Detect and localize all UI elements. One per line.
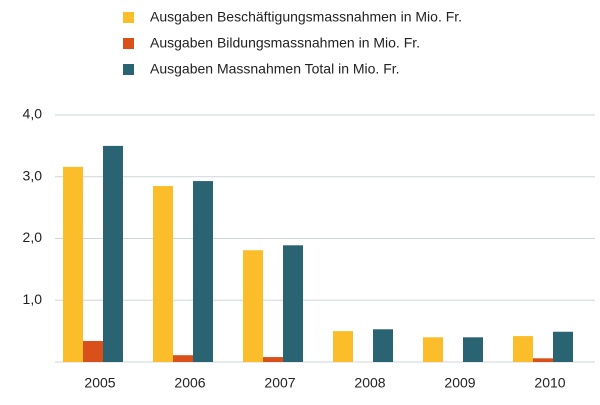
bar xyxy=(423,337,443,362)
bar xyxy=(193,181,213,362)
bar xyxy=(83,341,103,362)
bar xyxy=(243,250,263,362)
y-tick-label: 1,0 xyxy=(23,291,43,307)
bar xyxy=(513,336,533,362)
x-tick-label: 2006 xyxy=(174,375,205,391)
bar xyxy=(103,145,123,362)
bar xyxy=(533,358,553,362)
y-tick-label: 3,0 xyxy=(23,167,43,183)
legend-swatch xyxy=(123,64,134,75)
bar xyxy=(333,331,353,362)
bar xyxy=(463,337,483,362)
bar xyxy=(173,355,193,362)
legend-label: Ausgaben Massnahmen Total in Mio. Fr. xyxy=(150,61,400,77)
bar xyxy=(153,186,173,362)
bar xyxy=(553,331,573,362)
legend-swatch xyxy=(123,12,134,23)
legend-label: Ausgaben Bildungsmassnahmen in Mio. Fr. xyxy=(150,35,420,51)
x-tick-label: 2010 xyxy=(534,375,565,391)
y-tick-label: 4,0 xyxy=(23,106,43,122)
bar xyxy=(373,329,393,362)
x-tick-label: 2005 xyxy=(84,375,115,391)
bar xyxy=(263,357,283,362)
x-tick-label: 2008 xyxy=(354,375,385,391)
bar xyxy=(283,245,303,362)
legend-swatch xyxy=(123,38,134,49)
bar xyxy=(63,166,83,362)
legend-label: Ausgaben Beschäftigungsmassnahmen in Mio… xyxy=(150,9,462,25)
x-tick-label: 2007 xyxy=(264,375,295,391)
y-tick-label: 2,0 xyxy=(23,229,43,245)
x-tick-label: 2009 xyxy=(444,375,475,391)
